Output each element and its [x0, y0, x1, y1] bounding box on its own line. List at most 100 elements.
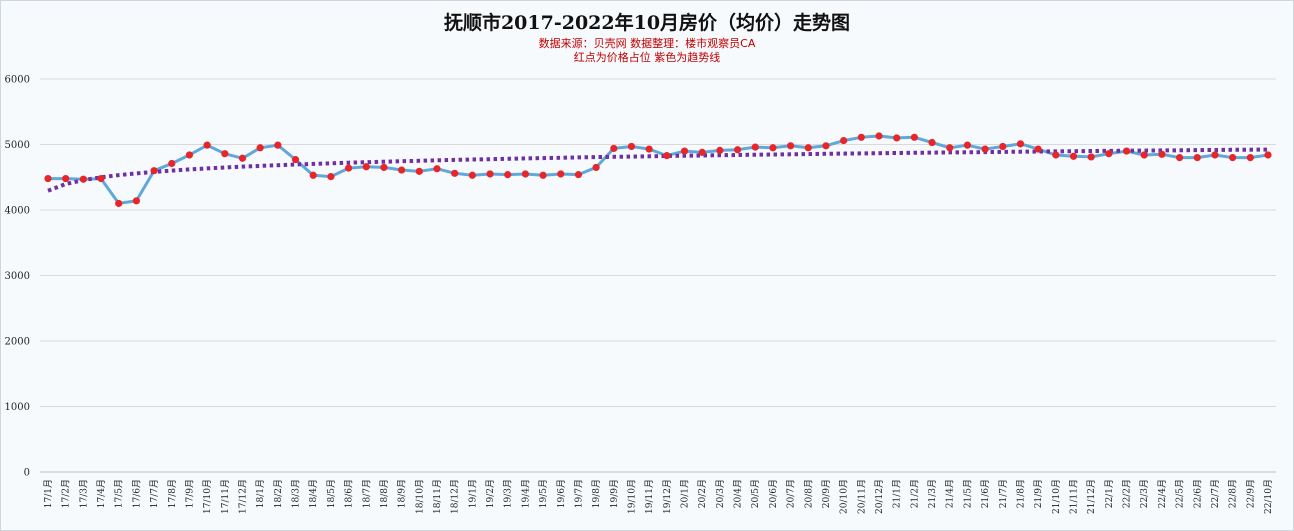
data-point: [981, 145, 989, 153]
data-point: [1246, 154, 1254, 162]
x-tick-label: 19/11月: [644, 479, 655, 514]
data-point: [185, 151, 194, 159]
x-tick-label: 20/2月: [697, 479, 708, 508]
x-tick-label: 19/3月: [503, 479, 514, 508]
data-point: [132, 197, 141, 205]
data-point: [1069, 152, 1078, 160]
data-point: [1052, 151, 1060, 159]
x-tick-label: 22/6月: [1192, 479, 1203, 508]
x-tick-label: 20/9月: [821, 479, 832, 508]
chart-title: 抚顺市2017-2022年10月房价（均价）走势图: [443, 12, 851, 34]
price-series-line: [48, 134, 1269, 205]
data-point: [627, 142, 636, 151]
data-point: [1034, 145, 1042, 153]
data-point: [115, 199, 123, 208]
data-point: [1229, 154, 1237, 162]
x-tick-label: 19/1月: [467, 479, 478, 508]
data-point: [1211, 151, 1219, 159]
x-tick-label: 17/1月: [43, 479, 54, 508]
data-point: [999, 142, 1007, 151]
x-tick-label: 22/5月: [1175, 479, 1186, 508]
x-tick-label: 18/11月: [432, 479, 443, 514]
x-tick-label: 22/2月: [1122, 479, 1133, 508]
x-tick-label: 18/7月: [361, 479, 372, 508]
y-tick-label: 3000: [5, 271, 30, 282]
x-tick-label: 22/8月: [1228, 479, 1239, 508]
data-point: [44, 174, 52, 183]
data-point: [79, 175, 87, 183]
y-tick-label: 4000: [5, 206, 30, 217]
x-tick-label: 17/2月: [61, 479, 72, 508]
data-point: [645, 145, 653, 153]
data-point: [1122, 147, 1131, 155]
x-tick-label: 18/3月: [291, 479, 302, 508]
data-point: [486, 170, 494, 178]
x-tick-label: 22/3月: [1139, 479, 1150, 508]
x-tick-label: 20/1月: [680, 479, 691, 508]
x-tick-label: 17/5月: [114, 479, 125, 508]
data-point: [804, 144, 812, 152]
x-tick-label: 18/2月: [273, 479, 284, 508]
x-tick-label: 17/11月: [220, 479, 231, 514]
x-tick-label: 21/4月: [945, 479, 956, 508]
x-tick-label: 19/4月: [520, 479, 531, 508]
data-point: [698, 148, 706, 156]
series-layer: [44, 132, 1272, 208]
x-tick-label: 21/7月: [998, 479, 1009, 508]
x-tick-label: 22/1月: [1104, 479, 1115, 508]
data-point: [97, 174, 105, 183]
trendline: [47, 147, 1269, 193]
x-tick-label: 17/12月: [237, 479, 248, 514]
data-point: [822, 142, 830, 150]
data-point: [274, 141, 282, 149]
x-tick-label: 22/7月: [1210, 479, 1221, 508]
data-point: [875, 132, 883, 140]
data-point: [857, 133, 865, 141]
x-tick-label: 21/10月: [1051, 479, 1062, 514]
data-point: [663, 152, 671, 160]
data-point: [557, 170, 565, 178]
data-point: [1175, 154, 1184, 162]
x-tick-label: 20/4月: [733, 479, 744, 508]
x-tick-label: 21/6月: [980, 479, 991, 508]
data-point: [468, 171, 476, 179]
data-point: [291, 155, 300, 164]
data-point: [751, 143, 759, 151]
x-tick-label: 21/3月: [927, 479, 938, 508]
x-tick-label: 18/6月: [344, 479, 355, 508]
data-point: [504, 171, 512, 179]
data-point: [893, 134, 901, 142]
data-point: [1158, 150, 1166, 158]
data-point: [539, 171, 547, 179]
y-axis-ticks: 0 1000 2000 3000 4000 5000 6000: [5, 75, 30, 479]
x-tick-label: 20/10月: [839, 479, 850, 514]
data-point: [415, 167, 423, 175]
chart-subtitle-source: 数据来源：贝壳网 数据整理：楼市观察员CA: [538, 37, 756, 50]
data-point: [362, 163, 370, 171]
x-tick-label: 18/1月: [255, 479, 266, 508]
data-point: [769, 144, 777, 152]
data-point: [963, 141, 972, 149]
y-tick-label: 2000: [5, 337, 30, 348]
data-point: [256, 144, 264, 152]
x-tick-label: 17/6月: [131, 479, 142, 508]
gridlines: [40, 78, 1276, 473]
x-tick-label: 18/10月: [414, 479, 425, 514]
x-tick-label: 17/9月: [184, 479, 195, 508]
x-tick-label: 20/11月: [856, 479, 867, 514]
data-point: [327, 172, 335, 181]
x-tick-label: 21/9月: [1033, 479, 1044, 508]
y-tick-label: 6000: [5, 75, 30, 86]
x-tick-label: 21/11月: [1069, 479, 1080, 514]
data-point: [398, 166, 406, 174]
x-tick-label: 21/1月: [892, 479, 903, 508]
data-point: [238, 154, 247, 162]
x-tick-label: 18/8月: [379, 479, 390, 508]
data-point: [910, 133, 918, 141]
data-point: [1264, 151, 1272, 159]
x-tick-label: 17/3月: [78, 479, 89, 508]
x-tick-label: 18/12月: [450, 479, 461, 514]
data-point: [221, 150, 229, 158]
data-point: [62, 174, 70, 183]
